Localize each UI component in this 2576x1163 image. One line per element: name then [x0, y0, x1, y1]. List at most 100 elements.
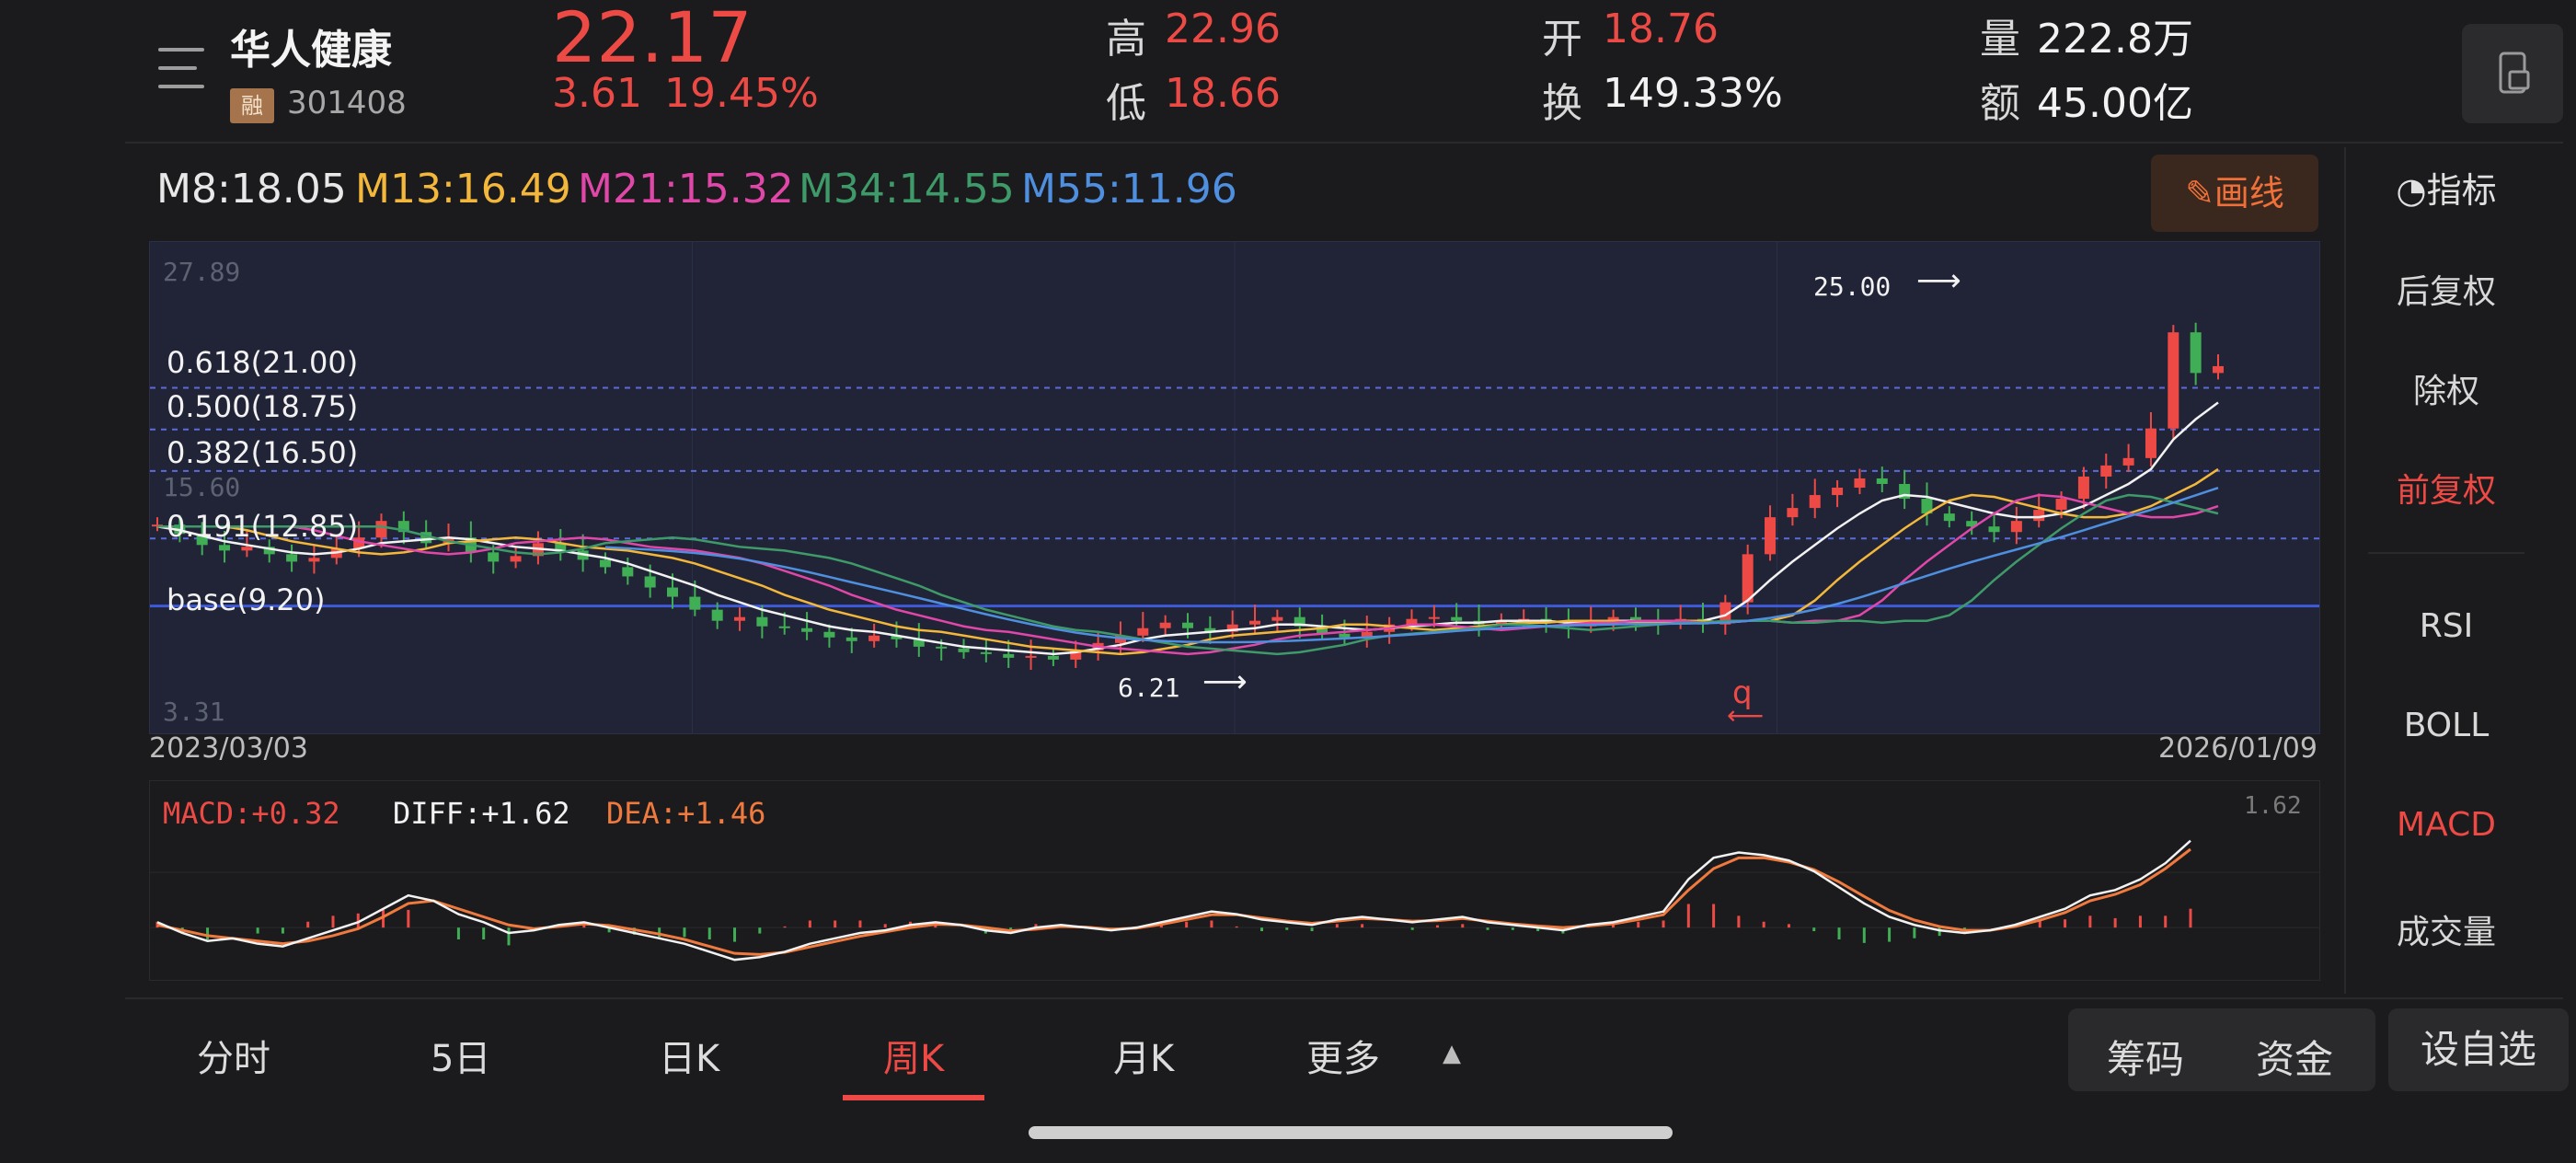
- candle-body: [868, 635, 880, 641]
- high-arrow-icon: ⟶: [1916, 262, 1961, 299]
- active-tab-indicator: [843, 1095, 984, 1100]
- side-panel: [2344, 147, 2510, 994]
- draw-line-label: 画线: [2214, 173, 2284, 213]
- candle-body: [622, 567, 634, 577]
- funds-button[interactable]: 资金: [2256, 1037, 2334, 1082]
- indicator-header-label: 指标: [2426, 170, 2497, 211]
- candle-body: [1719, 602, 1731, 625]
- adjust-ex-rights[interactable]: 除权: [2412, 373, 2479, 410]
- x-end-date: 2026/01/09: [2158, 732, 2317, 765]
- open-label: 开: [1542, 16, 1582, 63]
- home-indicator[interactable]: [1029, 1126, 1673, 1139]
- tab-intraday[interactable]: 分时: [197, 1038, 270, 1080]
- candle-body: [689, 596, 701, 610]
- amount-value: 45.00亿: [2037, 80, 2193, 127]
- candle-body: [913, 639, 925, 647]
- volume-value: 222.8万: [2037, 16, 2193, 63]
- ma34-value: M34:14.55: [799, 166, 1015, 213]
- candle-body: [286, 554, 298, 562]
- candle-body: [1629, 616, 1641, 621]
- tab-daily-k[interactable]: 日K: [659, 1038, 720, 1080]
- candle-body: [263, 547, 275, 555]
- candle-body: [1406, 618, 1418, 625]
- candle-body: [2168, 332, 2179, 429]
- candle-body: [1943, 513, 1955, 522]
- chips-funds-group: [2068, 1008, 2375, 1091]
- open-value: 18.76: [1603, 6, 1719, 52]
- candle-body: [801, 628, 813, 632]
- adjust-forward[interactable]: 前复权: [2396, 472, 2496, 510]
- ma21-line: [157, 493, 2219, 656]
- low-arrow-icon: ⟶: [1202, 663, 1248, 700]
- price-change-percent: 19.45%: [664, 70, 819, 117]
- tab-monthly-k[interactable]: 月K: [1113, 1038, 1175, 1080]
- caret-up-icon[interactable]: ▲: [1443, 1040, 1461, 1067]
- candle-body: [241, 547, 253, 551]
- indicator-header[interactable]: ◔指标: [2344, 162, 2548, 213]
- draw-line-button[interactable]: ✎画线: [2151, 155, 2318, 232]
- turnover-label: 换: [1542, 80, 1582, 127]
- candle-body: [1271, 616, 1283, 621]
- candle-body: [1787, 508, 1799, 518]
- indicator-boll[interactable]: BOLL: [2403, 707, 2490, 744]
- menu-icon[interactable]: [158, 48, 208, 90]
- candle-body: [1317, 626, 1328, 634]
- candle-body: [2190, 332, 2202, 374]
- high-value: 22.96: [1165, 6, 1281, 52]
- candle-body: [2055, 499, 2067, 511]
- candle-body: [1249, 620, 1261, 625]
- candle-body: [1765, 517, 1777, 555]
- candle-body: [2145, 428, 2156, 458]
- tab-weekly-k[interactable]: 周K: [883, 1038, 945, 1080]
- candle-body: [980, 651, 992, 654]
- candle-body: [1921, 499, 1933, 514]
- stock-code: 301408: [287, 85, 407, 121]
- y-bottom-label: 3.31: [163, 697, 225, 727]
- ma13-value: M13:16.49: [355, 166, 571, 213]
- kline-chart[interactable]: 27.89 15.60 3.31 0.618(21.00) 0.500(18.7…: [149, 241, 2320, 734]
- price-change: 3.61: [552, 70, 642, 117]
- candle-body: [1339, 633, 1351, 638]
- stock-name: 华人健康: [230, 27, 392, 74]
- candle-body: [1047, 655, 1059, 660]
- candle-body: [936, 646, 948, 649]
- candle-body: [1966, 521, 1978, 527]
- kline-svg: [150, 242, 2319, 733]
- volume-label: 量: [1980, 16, 2020, 63]
- indicator-volume[interactable]: 成交量: [2396, 914, 2496, 951]
- tab-more[interactable]: 更多: [1306, 1038, 1380, 1080]
- candle-body: [778, 626, 790, 628]
- ma8-value: M8:18.05: [156, 166, 347, 213]
- y-top-label: 27.89: [163, 257, 241, 287]
- macd-chart[interactable]: MACD:+0.32 DIFF:+1.62 DEA:+1.46 1.62: [149, 780, 2320, 981]
- candle-body: [488, 552, 500, 562]
- candle-body: [823, 631, 835, 638]
- fib-0191-label: 0.191(12.85): [167, 509, 359, 544]
- pencil-icon: ✎: [2185, 173, 2214, 213]
- candle-body: [1204, 628, 1216, 632]
- fib-base-label: base(9.20): [167, 582, 326, 617]
- candle-body: [1451, 616, 1463, 621]
- macd-value: MACD:+0.32: [163, 796, 340, 831]
- candle-body: [667, 587, 678, 597]
- ma34-line: [157, 493, 2219, 656]
- indicator-rsi[interactable]: RSI: [2419, 607, 2474, 645]
- candle-body: [2033, 510, 2045, 522]
- chips-button[interactable]: 筹码: [2107, 1037, 2185, 1082]
- candle-body: [1832, 488, 1844, 496]
- add-watchlist-button[interactable]: 设自选: [2388, 1008, 2569, 1091]
- phone-rotate-button[interactable]: [2462, 24, 2563, 123]
- candle-body: [1742, 554, 1754, 603]
- tab-5day[interactable]: 5日: [431, 1038, 491, 1080]
- candle-body: [219, 545, 231, 551]
- candle-body: [756, 616, 768, 627]
- candle-body: [1003, 653, 1015, 658]
- dea-line: [156, 847, 2191, 956]
- indicator-macd[interactable]: MACD: [2397, 806, 2496, 844]
- low-value: 18.66: [1165, 70, 1281, 117]
- candle-body: [1988, 526, 2000, 533]
- candle-body: [1854, 478, 1866, 488]
- candle-body: [1294, 616, 1305, 627]
- candle-body: [958, 648, 970, 652]
- adjust-backward[interactable]: 后复权: [2396, 273, 2496, 311]
